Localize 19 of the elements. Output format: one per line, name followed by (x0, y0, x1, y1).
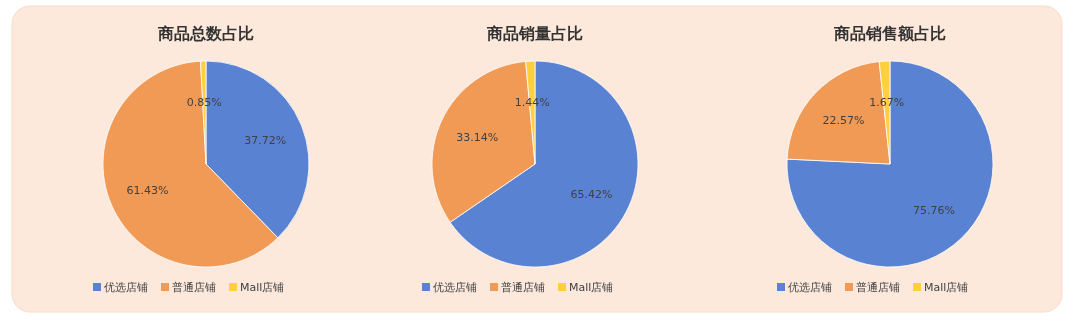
legend-label: 普通店铺 (856, 281, 900, 294)
legend-label: 优选店铺 (104, 281, 148, 294)
legend-label: 普通店铺 (501, 281, 545, 294)
legend-label: Mall店铺 (569, 281, 614, 294)
chart-title: 商品销量占比 (486, 24, 583, 43)
legend-label: 优选店铺 (433, 281, 477, 294)
data-label: 61.43% (126, 183, 169, 197)
data-label: 33.14% (456, 130, 499, 144)
chart-title: 商品销售额占比 (833, 24, 946, 43)
data-label: 37.72% (244, 133, 287, 147)
data-label: 75.76% (913, 204, 956, 218)
data-label: 65.42% (570, 187, 613, 201)
legend-label: Mall店铺 (924, 281, 969, 294)
data-label: 22.57% (822, 114, 865, 128)
legend-label: 普通店铺 (172, 281, 216, 294)
legend-label: Mall店铺 (240, 281, 285, 294)
pie-slice (786, 60, 994, 268)
chart-title: 商品总数占比 (157, 24, 254, 43)
legend-label: 优选店铺 (788, 281, 832, 294)
